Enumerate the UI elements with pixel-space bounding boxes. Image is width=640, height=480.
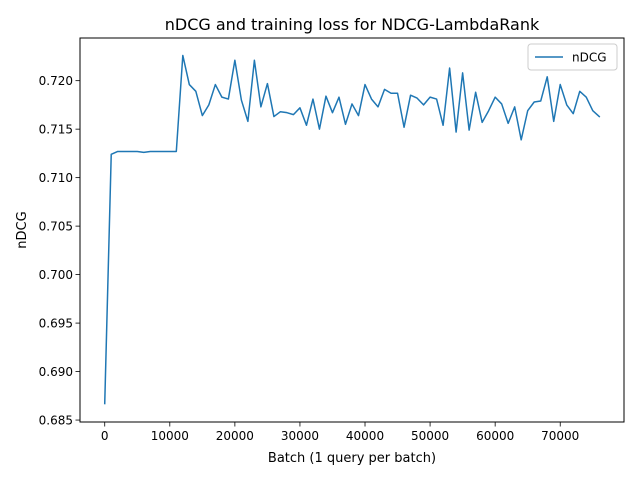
- x-axis: 0 10000 20000 30000 40000 50000 60000 70000: [101, 422, 579, 443]
- legend: nDCG: [527, 43, 618, 71]
- y-tick-label: 0.715: [39, 122, 73, 136]
- series-line-ndcg: [103, 54, 601, 405]
- x-tick-label: 10000: [151, 429, 189, 443]
- plot-area: 0 10000 20000 30000 40000 50000 60000 70000 0.6…: [39, 37, 625, 443]
- y-tick-label: 0.720: [39, 74, 73, 88]
- y-tick-label: 0.695: [39, 316, 73, 330]
- x-tick-label: 60000: [476, 429, 514, 443]
- y-tick-label: 0.700: [39, 268, 73, 282]
- x-axis-label: Batch (1 query per batch): [268, 451, 436, 466]
- x-tick-label: 20000: [216, 429, 254, 443]
- x-tick-label: 40000: [346, 429, 384, 443]
- y-axis-label: nDCG: [15, 211, 30, 248]
- x-tick-label: 50000: [411, 429, 449, 443]
- y-tick-label: 0.685: [39, 413, 73, 427]
- series-layer: [103, 54, 601, 405]
- legend-label-ndcg: nDCG: [572, 51, 607, 65]
- x-tick-label: 0: [101, 429, 109, 443]
- y-axis: 0.685 0.690 0.695 0.700 0.705 0.710 0.715 0.720: [39, 74, 80, 427]
- legend-box: [527, 43, 618, 71]
- chart-title: nDCG and training loss for NDCG-LambdaRa…: [165, 15, 540, 34]
- y-tick-label: 0.710: [39, 171, 73, 185]
- x-tick-label: 70000: [541, 429, 579, 443]
- x-tick-label: 30000: [281, 429, 319, 443]
- y-tick-label: 0.690: [39, 365, 73, 379]
- plot-frame: [79, 37, 625, 423]
- y-tick-label: 0.705: [39, 219, 73, 233]
